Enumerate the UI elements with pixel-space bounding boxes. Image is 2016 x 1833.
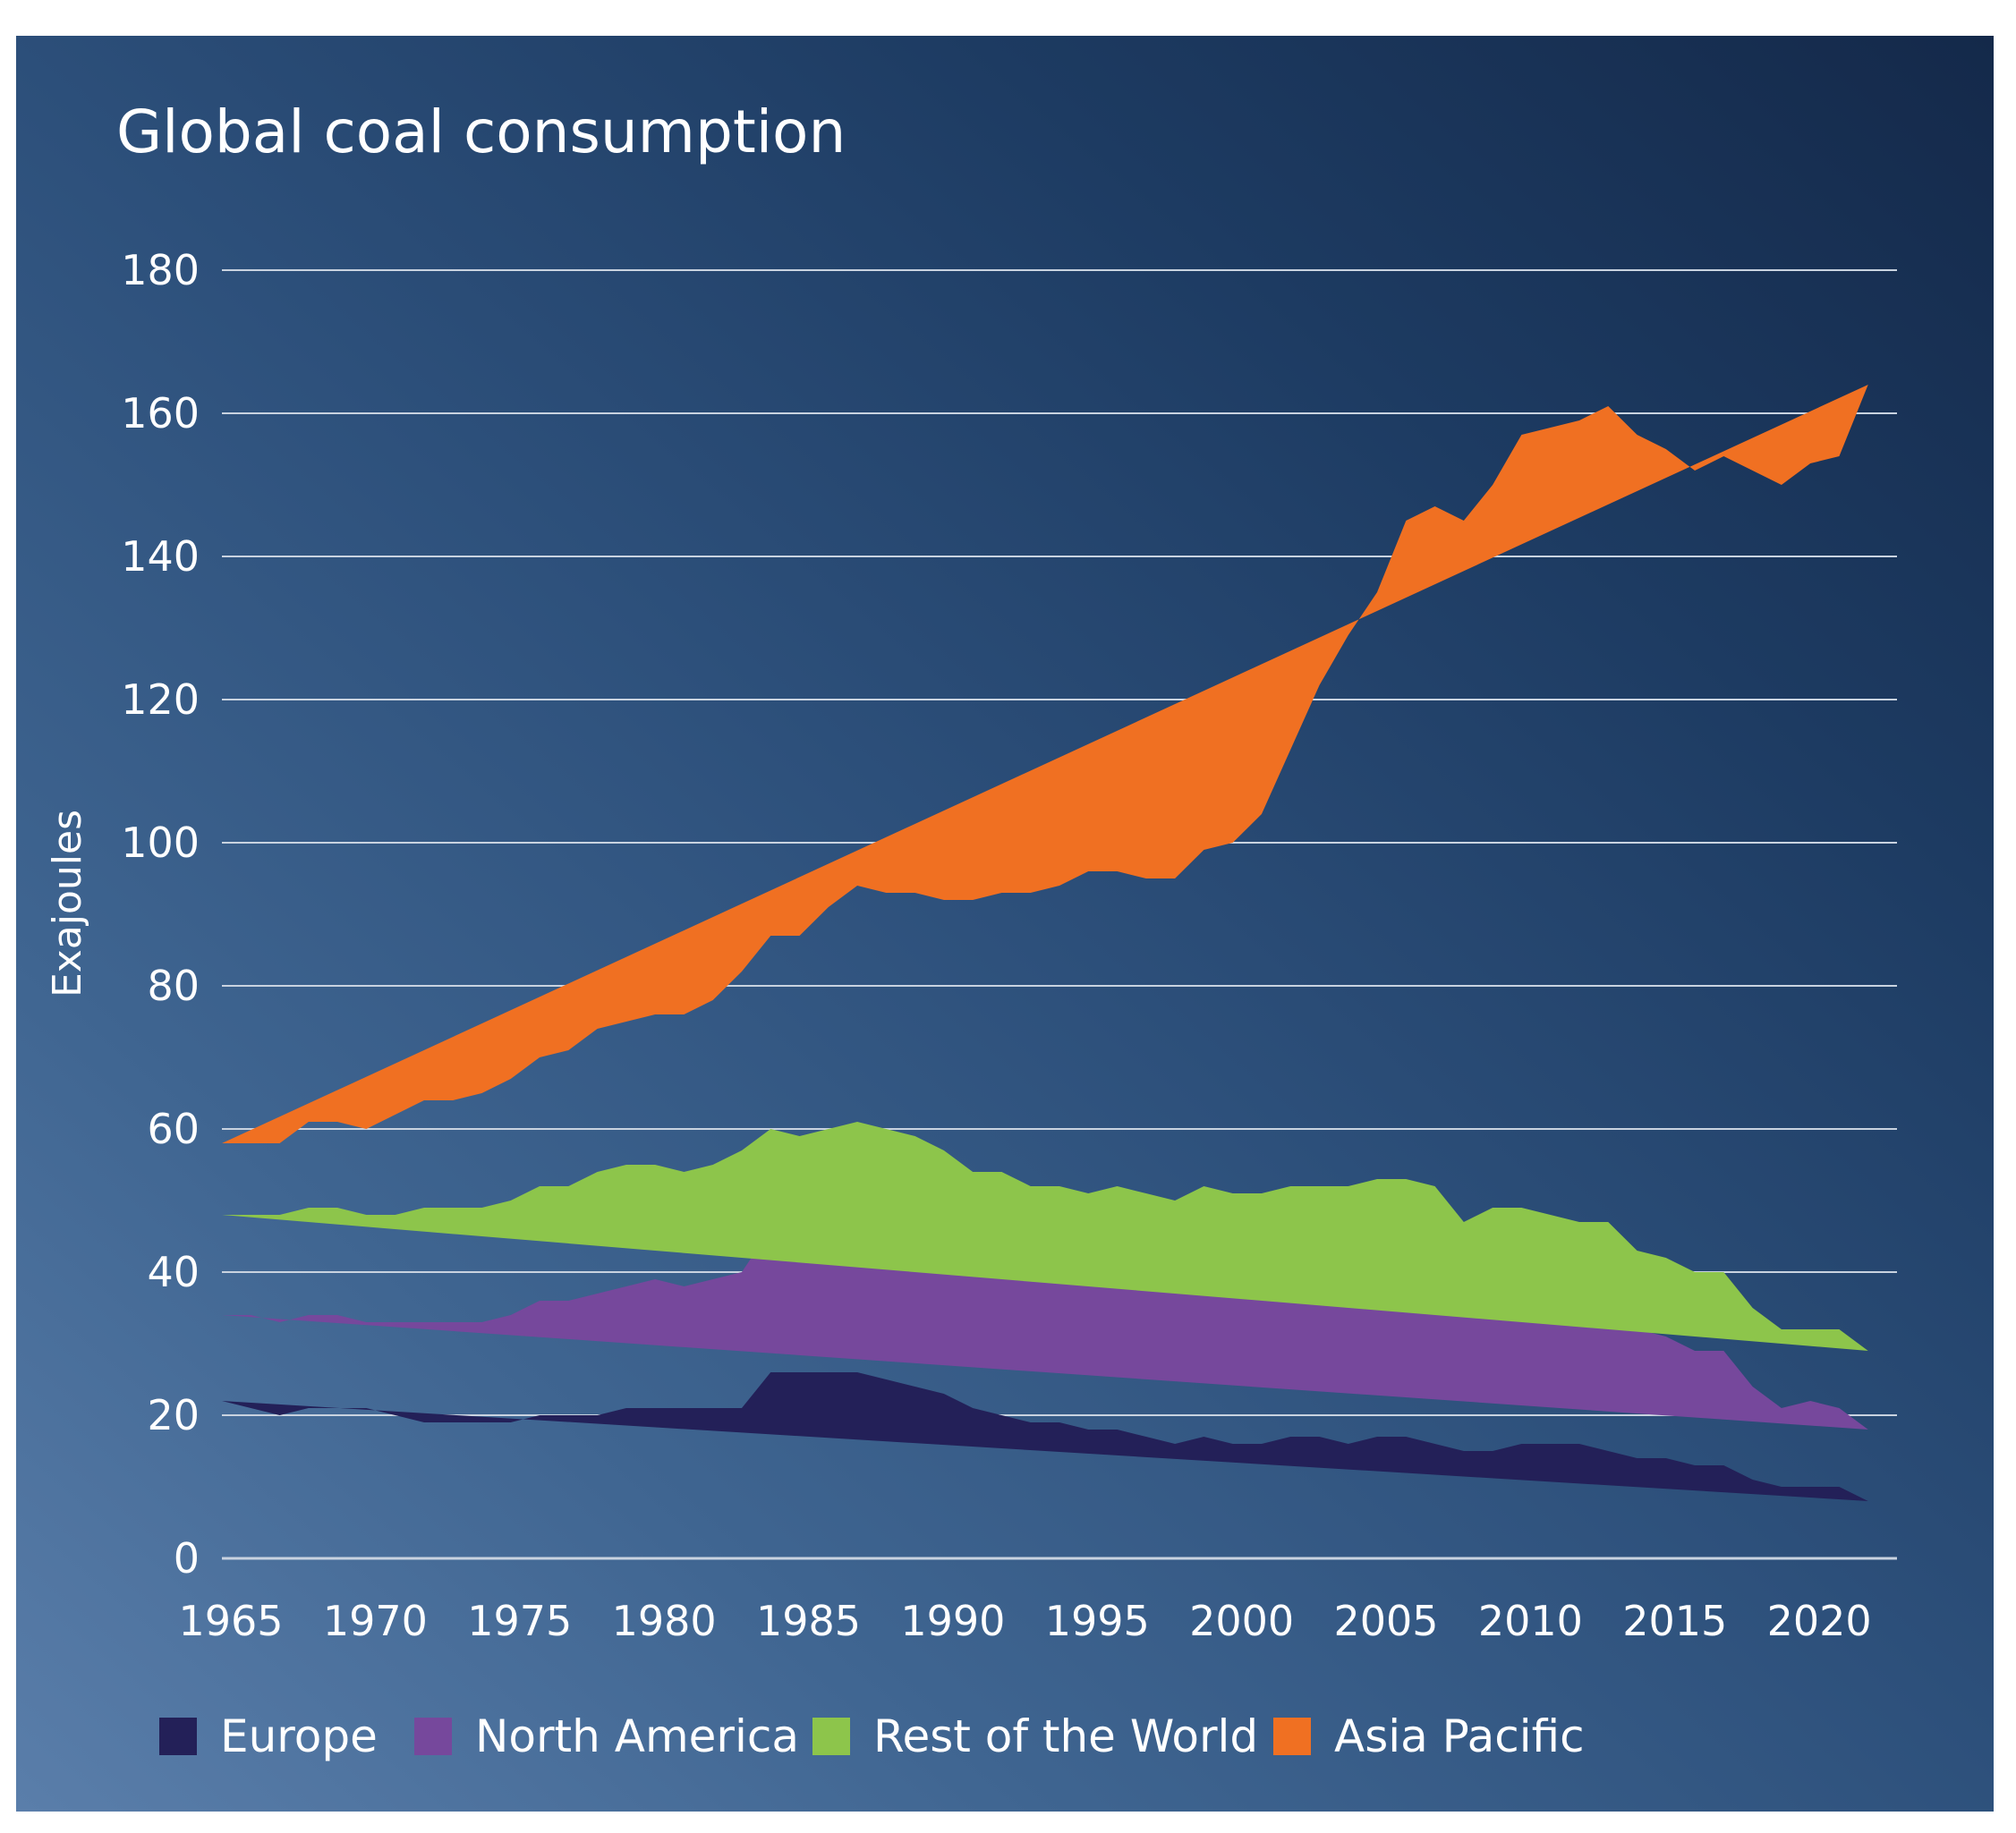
y-tick-40: 40 xyxy=(147,1248,200,1296)
area-asia-pacific xyxy=(222,385,1868,1143)
x-tick-1965: 1965 xyxy=(178,1597,283,1645)
x-tick-1975: 1975 xyxy=(467,1597,572,1645)
area-europe xyxy=(222,1372,1868,1501)
legend-swatch-north-america xyxy=(414,1718,452,1755)
legend-swatch-rest-of-the-world xyxy=(812,1718,850,1755)
legend-swatch-asia-pacific xyxy=(1273,1718,1311,1755)
stacked-areas xyxy=(222,385,1897,1560)
y-tick-0: 0 xyxy=(174,1534,200,1583)
x-tick-2015: 2015 xyxy=(1622,1597,1727,1645)
y-tick-80: 80 xyxy=(147,962,200,1010)
y-axis-ticks: 0 20 40 60 80 100 120 140 160 180 xyxy=(121,246,200,1583)
legend-label-europe: Europe xyxy=(220,1710,378,1762)
y-tick-180: 180 xyxy=(121,246,200,294)
x-tick-2000: 2000 xyxy=(1189,1597,1294,1645)
x-tick-2005: 2005 xyxy=(1333,1597,1438,1645)
x-tick-2010: 2010 xyxy=(1478,1597,1583,1645)
y-tick-140: 140 xyxy=(121,532,200,581)
x-tick-2020: 2020 xyxy=(1767,1597,1872,1645)
y-tick-20: 20 xyxy=(147,1391,200,1439)
legend-label-rest-of-the-world: Rest of the World xyxy=(873,1710,1258,1762)
chart-svg: Global coal consumption Exajoules 0 20 40 6… xyxy=(45,98,1897,1762)
y-tick-160: 160 xyxy=(121,389,200,437)
legend-swatch-europe xyxy=(159,1718,197,1755)
chart-title: Global coal consumption xyxy=(116,98,846,166)
legend-label-asia-pacific: Asia Pacific xyxy=(1334,1710,1585,1762)
legend-label-north-america: North America xyxy=(475,1710,799,1762)
area-north-america xyxy=(222,1222,1868,1430)
x-tick-1995: 1995 xyxy=(1045,1597,1150,1645)
y-tick-60: 60 xyxy=(147,1105,200,1153)
x-tick-1970: 1970 xyxy=(323,1597,428,1645)
chart-panel: Global coal consumption Exajoules 0 20 40 6… xyxy=(16,36,1994,1812)
x-axis-ticks: 1965 1970 1975 1980 1985 1990 1995 2000 2005 2010… xyxy=(178,1597,1871,1645)
y-axis-label: Exajoules xyxy=(45,810,90,997)
legend: Europe North America Rest of the World Asia… xyxy=(159,1710,1585,1762)
y-tick-100: 100 xyxy=(121,819,200,867)
y-tick-120: 120 xyxy=(121,675,200,724)
x-tick-1990: 1990 xyxy=(900,1597,1005,1645)
area-rest-of-the-world xyxy=(222,1122,1868,1351)
x-tick-1980: 1980 xyxy=(612,1597,717,1645)
x-tick-1985: 1985 xyxy=(756,1597,861,1645)
